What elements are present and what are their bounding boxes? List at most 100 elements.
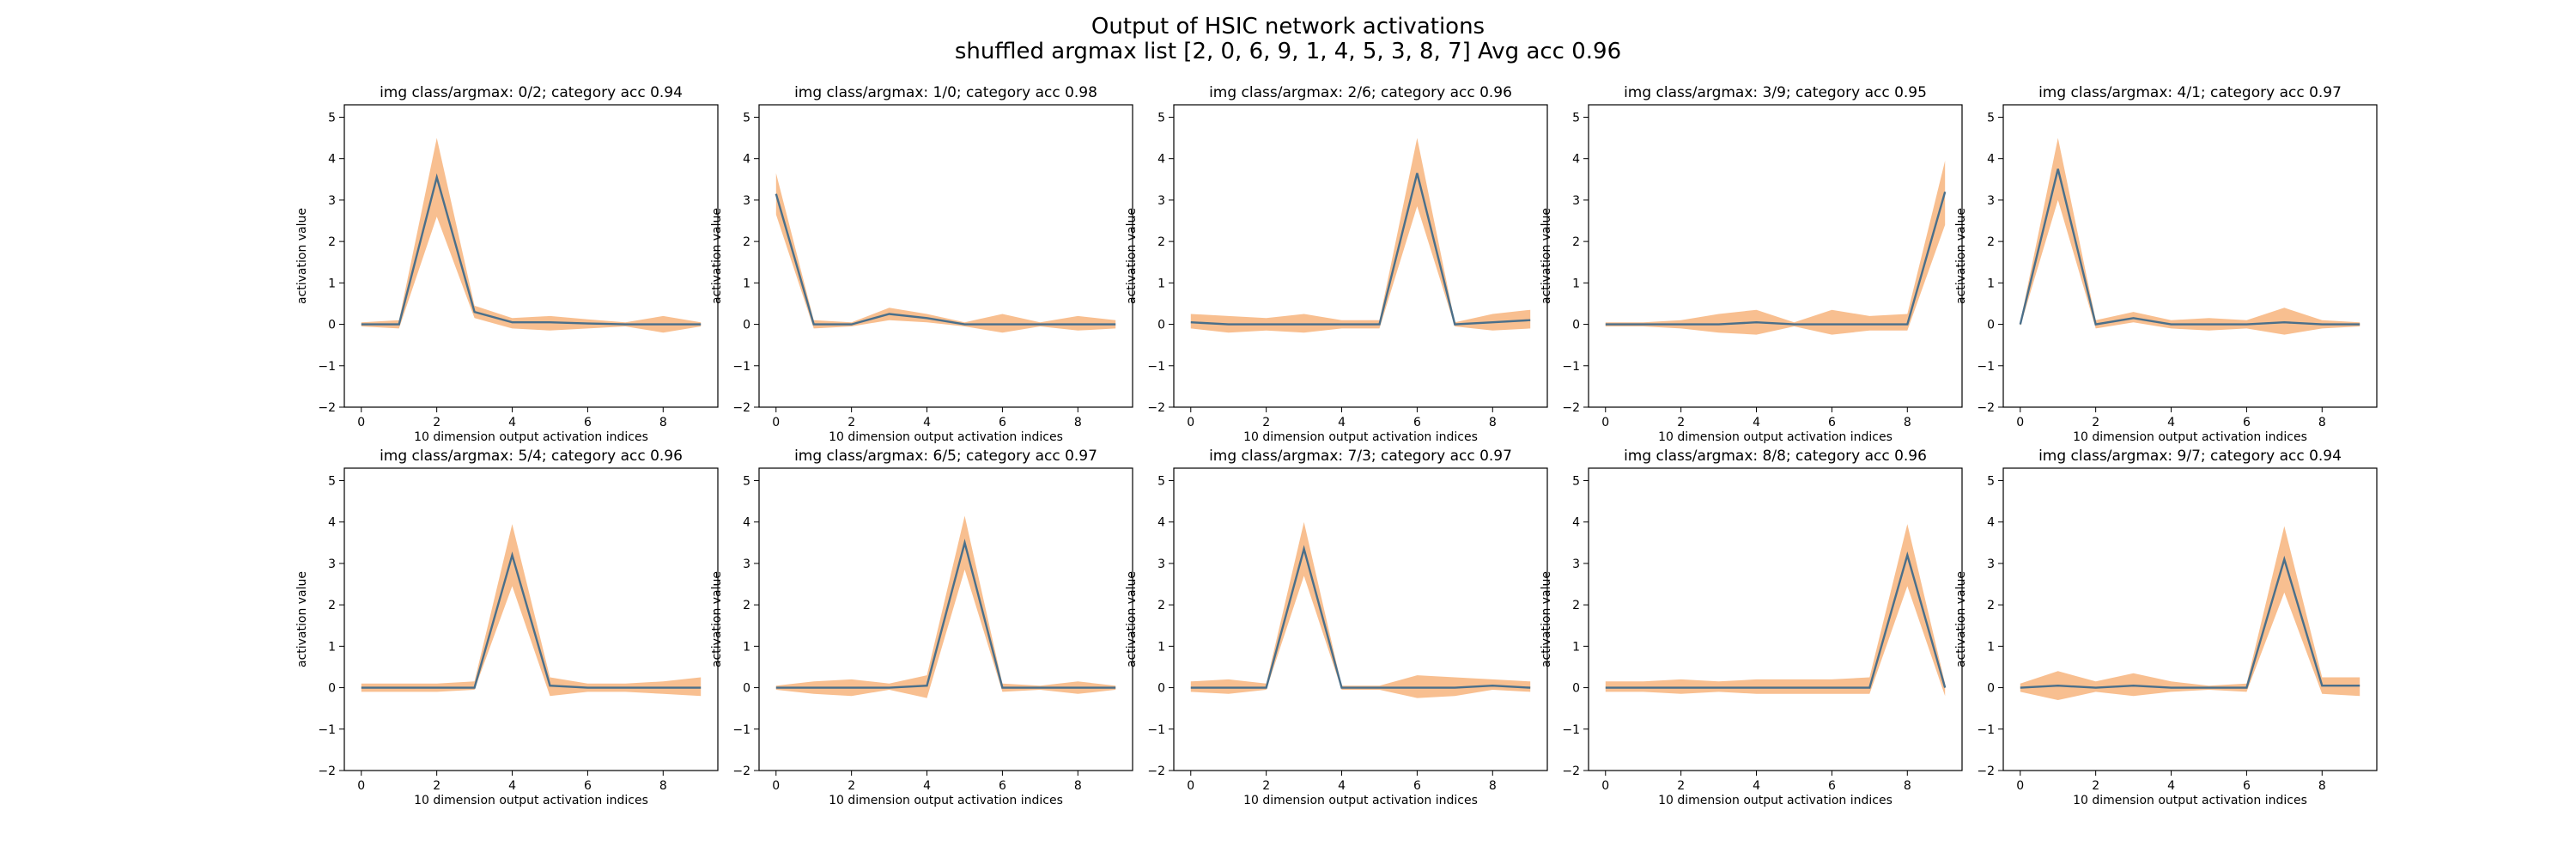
y-tick-label: 0 bbox=[328, 319, 336, 332]
y-axis-label: activation value bbox=[710, 571, 724, 667]
y-tick-label: 5 bbox=[328, 111, 336, 125]
x-tick-label: 6 bbox=[584, 779, 592, 793]
axes-frame bbox=[2002, 467, 2378, 771]
y-tick-label: 5 bbox=[1987, 111, 1995, 125]
y-tick-label: 3 bbox=[328, 557, 336, 571]
y-tick-label: 2 bbox=[328, 235, 336, 249]
y-tick-label: −2 bbox=[1977, 765, 1995, 778]
mean-activation-line bbox=[2019, 168, 2360, 326]
x-tick-label: 4 bbox=[1753, 779, 1760, 793]
x-tick-label: 2 bbox=[1262, 779, 1270, 793]
mean-activation-line bbox=[361, 173, 702, 326]
y-tick-label: 1 bbox=[1572, 277, 1580, 290]
axes-frame bbox=[758, 467, 1133, 771]
x-tick-label: 8 bbox=[659, 416, 667, 430]
x-tick-label: 4 bbox=[923, 416, 931, 430]
y-tick-label: −2 bbox=[732, 765, 750, 778]
y-tick-label: −1 bbox=[1977, 723, 1995, 737]
y-tick-label: −2 bbox=[1562, 401, 1580, 415]
x-tick-label: 6 bbox=[1413, 779, 1421, 793]
x-tick-label: 2 bbox=[433, 779, 440, 793]
y-tick-label: 4 bbox=[1157, 153, 1165, 167]
subplot-title: img class/argmax: 7/3; category acc 0.97 bbox=[1209, 448, 1512, 465]
y-tick-label: −1 bbox=[1147, 360, 1165, 374]
confidence-band bbox=[2020, 137, 2360, 335]
x-tick-label: 0 bbox=[1187, 779, 1194, 793]
y-tick-label: 1 bbox=[1157, 277, 1165, 290]
y-tick-label: 3 bbox=[1572, 557, 1580, 571]
subplot-title: img class/argmax: 4/1; category acc 0.97 bbox=[2038, 84, 2342, 101]
x-axis-label: 10 dimension output activation indices bbox=[829, 430, 1063, 444]
subplot-grid: img class/argmax: 0/2; category acc 0.94… bbox=[295, 84, 2378, 807]
x-tick-label: 6 bbox=[999, 416, 1006, 430]
x-axis-label: 10 dimension output activation indices bbox=[1243, 794, 1478, 807]
x-tick-label: 8 bbox=[2318, 779, 2326, 793]
x-tick-label: 6 bbox=[2243, 416, 2251, 430]
y-tick-label: −1 bbox=[1562, 360, 1580, 374]
y-tick-label: 1 bbox=[1572, 640, 1580, 654]
y-tick-label: −1 bbox=[732, 360, 750, 374]
axes-frame bbox=[1173, 467, 1548, 771]
x-tick-label: 6 bbox=[999, 779, 1006, 793]
y-tick-label: −2 bbox=[1562, 765, 1580, 778]
x-tick-label: 8 bbox=[659, 779, 667, 793]
x-tick-label: 6 bbox=[2243, 779, 2251, 793]
y-tick-label: 4 bbox=[328, 516, 336, 530]
y-tick-label: 0 bbox=[743, 682, 750, 696]
x-tick-label: 4 bbox=[2167, 416, 2175, 430]
subplot-3: img class/argmax: 3/9; category acc 0.95… bbox=[1540, 84, 1963, 444]
mean-activation-line bbox=[1605, 191, 1947, 326]
confidence-band bbox=[775, 515, 1116, 698]
y-tick-label: −2 bbox=[1147, 765, 1165, 778]
y-tick-label: 1 bbox=[328, 277, 336, 290]
y-axis-label: activation value bbox=[295, 208, 309, 304]
x-tick-label: 4 bbox=[508, 416, 516, 430]
subplot-title: img class/argmax: 6/5; category acc 0.97 bbox=[794, 448, 1097, 465]
y-tick-label: 1 bbox=[1157, 640, 1165, 654]
x-tick-label: 2 bbox=[2092, 416, 2099, 430]
y-tick-label: 2 bbox=[1157, 235, 1165, 249]
x-tick-label: 2 bbox=[1677, 416, 1685, 430]
axes-frame bbox=[343, 467, 719, 771]
x-tick-label: 8 bbox=[1489, 416, 1497, 430]
subplot-title: img class/argmax: 9/7; category acc 0.94 bbox=[2038, 448, 2342, 465]
y-tick-label: 5 bbox=[1157, 111, 1165, 125]
y-tick-label: 4 bbox=[743, 153, 750, 167]
y-tick-label: −2 bbox=[1977, 401, 1995, 415]
y-axis-label: activation value bbox=[295, 571, 309, 667]
y-tick-label: 1 bbox=[328, 640, 336, 654]
y-tick-label: −1 bbox=[318, 723, 336, 737]
x-tick-label: 4 bbox=[1753, 416, 1760, 430]
y-tick-label: 3 bbox=[1987, 194, 1995, 208]
y-tick-label: −2 bbox=[1147, 401, 1165, 415]
x-tick-label: 2 bbox=[1677, 779, 1685, 793]
x-tick-label: 2 bbox=[1262, 416, 1270, 430]
x-tick-label: 4 bbox=[1338, 416, 1346, 430]
subplot-title: img class/argmax: 1/0; category acc 0.98 bbox=[794, 84, 1097, 101]
subplot-9: img class/argmax: 9/7; category acc 0.94… bbox=[1954, 448, 2378, 807]
mean-activation-line bbox=[775, 193, 1116, 326]
x-tick-label: 4 bbox=[2167, 779, 2175, 793]
y-tick-label: 1 bbox=[743, 277, 750, 290]
x-axis-label: 10 dimension output activation indices bbox=[1658, 430, 1893, 444]
y-tick-label: 4 bbox=[1987, 516, 1995, 530]
mean-activation-line bbox=[361, 551, 702, 689]
y-axis-label: activation value bbox=[1954, 571, 1968, 667]
y-tick-label: 2 bbox=[743, 235, 750, 249]
y-tick-label: 5 bbox=[1157, 474, 1165, 488]
x-tick-label: 8 bbox=[1074, 779, 1082, 793]
subplot-6: img class/argmax: 6/5; category acc 0.97… bbox=[710, 448, 1133, 807]
x-tick-label: 6 bbox=[1828, 416, 1836, 430]
confidence-band bbox=[361, 137, 702, 333]
y-tick-label: 1 bbox=[1987, 640, 1995, 654]
y-axis-label: activation value bbox=[1540, 208, 1553, 304]
confidence-band bbox=[361, 524, 702, 697]
x-tick-label: 2 bbox=[848, 779, 855, 793]
y-tick-label: 0 bbox=[328, 682, 336, 696]
axes-frame bbox=[1588, 104, 1963, 408]
y-tick-label: 3 bbox=[1987, 557, 1995, 571]
y-tick-label: 1 bbox=[743, 640, 750, 654]
y-tick-label: −1 bbox=[1562, 723, 1580, 737]
y-tick-label: 0 bbox=[743, 319, 750, 332]
subplot-7: img class/argmax: 7/3; category acc 0.97… bbox=[1125, 448, 1548, 807]
